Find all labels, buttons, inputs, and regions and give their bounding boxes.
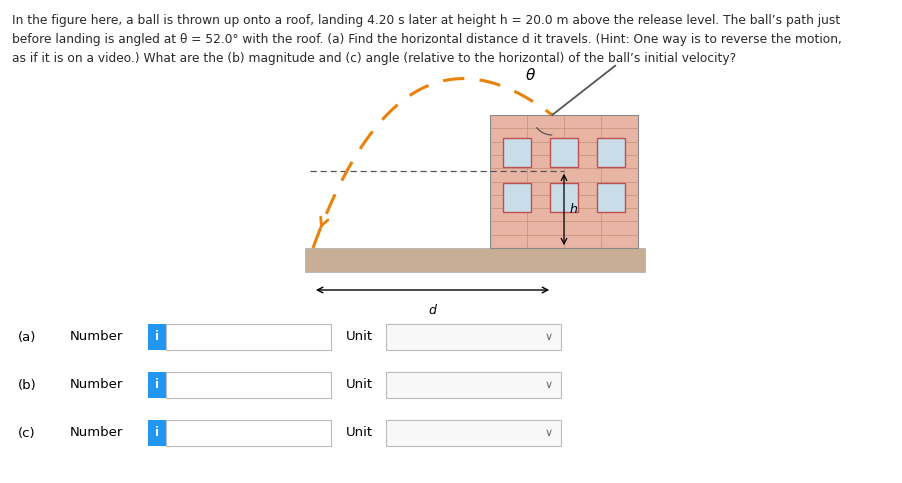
- Text: ∨: ∨: [545, 380, 553, 390]
- Bar: [550, 183, 578, 212]
- Text: $d$: $d$: [428, 303, 437, 317]
- Text: (a): (a): [18, 330, 36, 343]
- Text: Unit: Unit: [346, 379, 373, 392]
- Text: $h$: $h$: [569, 202, 578, 216]
- Text: In the figure here, a ball is thrown up onto a roof, landing 4.20 s later at hei: In the figure here, a ball is thrown up …: [12, 14, 841, 27]
- Bar: [166, 324, 331, 350]
- Text: (b): (b): [18, 379, 37, 392]
- Bar: [490, 115, 638, 248]
- Text: $\theta$: $\theta$: [525, 67, 536, 83]
- Bar: [502, 183, 530, 212]
- Bar: [148, 372, 166, 398]
- Text: i: i: [155, 330, 159, 343]
- Bar: [166, 372, 331, 398]
- Bar: [597, 183, 625, 212]
- Bar: [386, 324, 561, 350]
- Text: Unit: Unit: [346, 426, 373, 440]
- Text: Unit: Unit: [346, 330, 373, 343]
- Text: Number: Number: [70, 426, 124, 440]
- Text: i: i: [155, 379, 159, 392]
- Bar: [386, 372, 561, 398]
- Text: ∨: ∨: [545, 428, 553, 438]
- Bar: [166, 420, 331, 446]
- Bar: [386, 420, 561, 446]
- Text: i: i: [155, 426, 159, 440]
- Bar: [597, 138, 625, 167]
- Bar: [550, 138, 578, 167]
- Bar: [148, 324, 166, 350]
- Bar: [148, 420, 166, 446]
- Bar: [305, 248, 645, 272]
- Text: (c): (c): [18, 426, 35, 440]
- Text: before landing is angled at θ = 52.0° with the roof. (a) Find the horizontal dis: before landing is angled at θ = 52.0° wi…: [12, 33, 842, 46]
- Text: ∨: ∨: [545, 332, 553, 342]
- Text: Number: Number: [70, 330, 124, 343]
- Text: as if it is on a video.) What are the (b) magnitude and (c) angle (relative to t: as if it is on a video.) What are the (b…: [12, 52, 736, 65]
- Bar: [502, 138, 530, 167]
- Text: Number: Number: [70, 379, 124, 392]
